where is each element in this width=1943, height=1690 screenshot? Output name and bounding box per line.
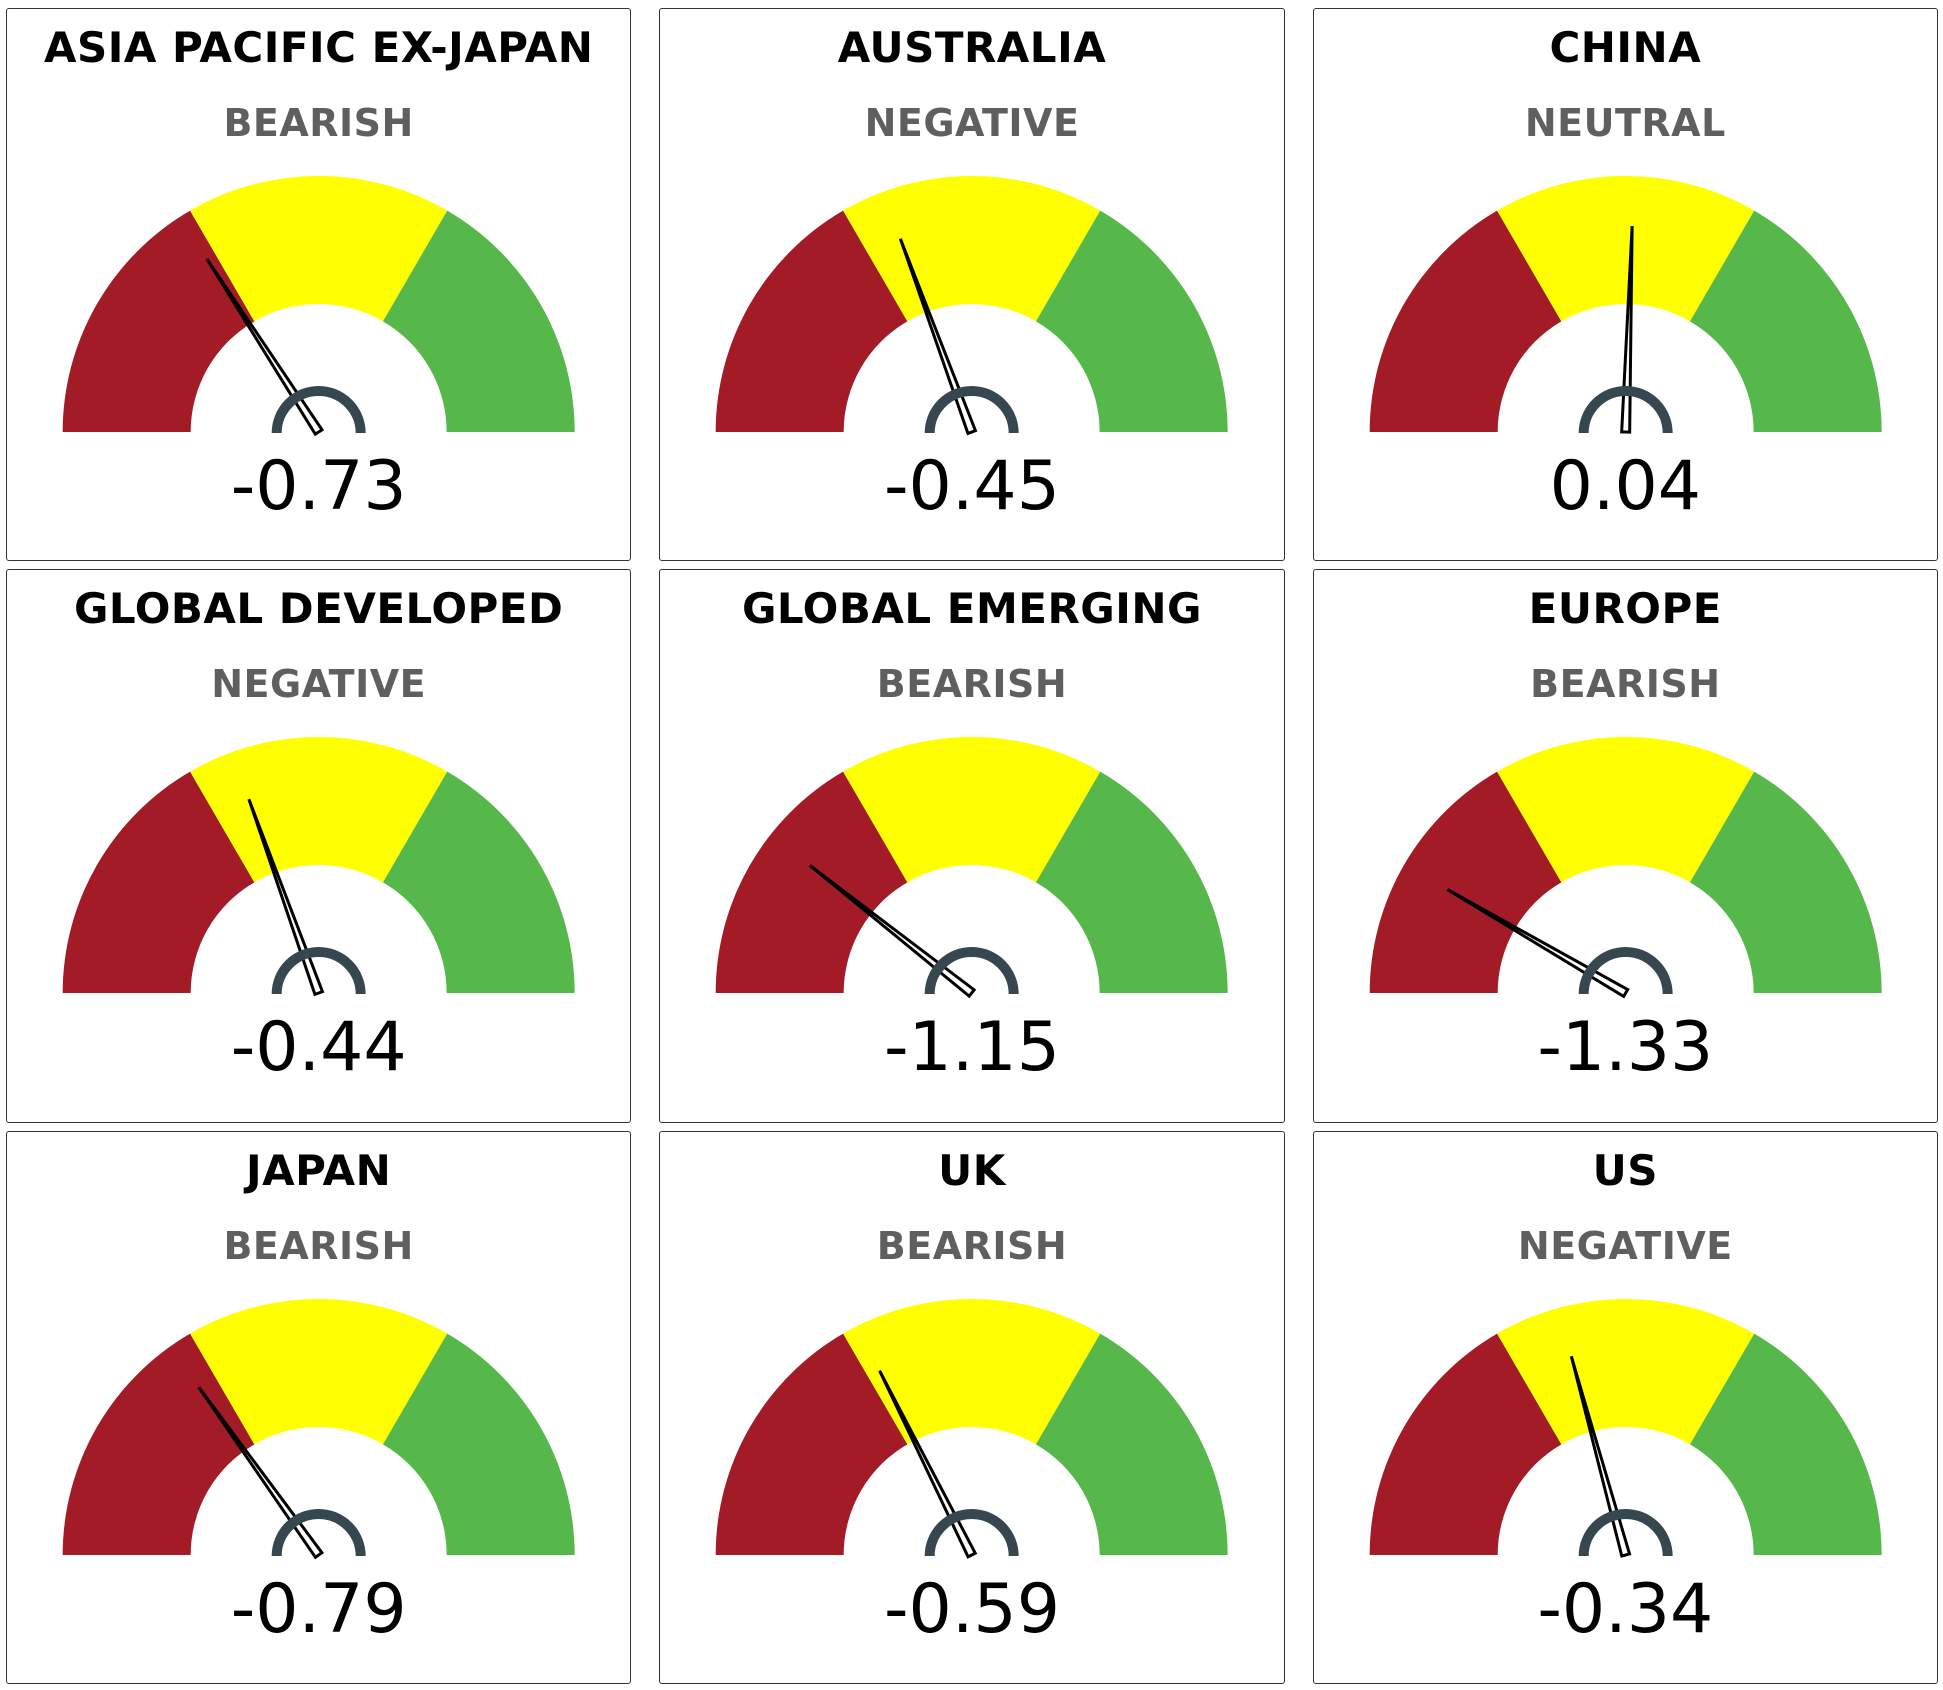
gauge-title: EUROPE [1528,584,1722,634]
gauge-hub [1578,386,1673,434]
gauge-value: -0.44 [230,1008,407,1088]
gauge-zone-bullish [1689,1333,1882,1555]
gauge-dial [62,176,575,437]
gauge-hub [1578,1508,1673,1556]
gauge-zone-bullish [1689,771,1882,994]
gauge-needle [809,864,977,999]
gauge-needle [1446,888,1630,999]
gauge-zone-neutral [190,1298,448,1444]
gauge-zone-neutral [843,176,1101,322]
gauge-needle [899,238,978,436]
gauge-hub [271,947,366,995]
gauge-zone-neutral [190,176,448,322]
gauge-status: NEGATIVE [1517,1223,1733,1268]
gauge-title: JAPAN [246,1145,392,1195]
gauge-needle [1619,226,1634,434]
gauge-hub [924,386,1019,434]
gauge-dial [715,176,1228,436]
gauge-value: -1.33 [1537,1008,1714,1088]
gauge-hub [271,386,366,434]
gauge-panel-china: CHINA NEUTRAL 0.04 [1312,8,1938,562]
gauge-title: GLOBAL EMERGING [741,584,1203,634]
gauge-dial [715,1298,1228,1559]
gauge-status: NEUTRAL [1524,101,1726,145]
gauge-value: -0.59 [884,1569,1060,1649]
gauge-title: GLOBAL DEVELOPED [73,584,564,634]
gauge-zone-bullish [382,210,575,432]
gauge-title: US [1592,1145,1658,1195]
gauge-zone-bullish [1036,210,1228,432]
gauge-hub [924,1508,1019,1556]
gauge-zone-neutral [190,737,448,883]
gauge-dial [1369,737,1882,999]
gauge-needle [197,1386,325,1560]
gauge-value: -0.73 [230,447,407,526]
gauge-dial [62,1298,575,1560]
gauge-panel-global-emerging: GLOBAL EMERGING BEARISH -1.15 [659,569,1285,1123]
gauge-panel-europe: EUROPE BEARISH -1.33 [1312,569,1938,1123]
gauge-dial [1369,176,1882,434]
gauge-dial [715,737,1228,999]
gauge-status: BEARISH [223,101,414,145]
gauge-zone-bearish [1369,771,1562,994]
gauge-status: BEARISH [223,1223,414,1268]
gauge-status: NEGATIVE [211,662,427,707]
gauge-status: BEARISH [1530,662,1721,707]
gauge-hub [924,947,1019,995]
gauge-zone-bullish [1689,210,1882,432]
gauge-needle [1569,1355,1632,1558]
gauge-zone-neutral [843,737,1101,883]
gauge-panel-japan: JAPAN BEARISH -0.79 [6,1130,632,1684]
gauge-panel-us: US NEGATIVE -0.34 [1312,1130,1938,1684]
gauge-zone-bearish [62,1333,255,1555]
gauge-needle [878,1369,978,1559]
gauge-value: -0.79 [230,1569,407,1649]
gauge-value: -0.45 [884,447,1060,526]
gauge-status: BEARISH [876,1223,1068,1268]
gauge-dial [1369,1298,1882,1558]
gauge-title: ASIA PACIFIC EX-JAPAN [43,23,594,72]
gauge-zone-bearish [715,210,908,432]
gauge-zone-bearish [1369,210,1562,432]
gauge-value: -1.15 [884,1008,1060,1088]
gauge-panel-global-developed: GLOBAL DEVELOPED NEGATIVE -0.44 [6,569,632,1123]
gauge-zone-bullish [1036,1333,1228,1555]
gauge-dial [62,737,575,997]
gauge-zone-bullish [382,771,575,994]
gauge-zone-neutral [843,1298,1101,1444]
gauge-value: -0.34 [1537,1569,1714,1649]
gauge-status: BEARISH [876,662,1068,707]
gauge-zone-neutral [1496,176,1754,322]
gauge-title: UK [938,1145,1006,1195]
gauge-panel-australia: AUSTRALIA NEGATIVE -0.45 [659,8,1285,562]
gauge-value: 0.04 [1549,447,1702,526]
gauge-title: AUSTRALIA [837,23,1107,72]
gauge-needle [205,258,325,437]
gauge-panel-asia-pacific-ex-japan: ASIA PACIFIC EX-JAPAN BEARISH -0.73 [6,8,632,562]
gauge-zone-bullish [382,1333,575,1555]
gauge-zone-bearish [715,771,908,994]
gauge-title: CHINA [1549,23,1702,72]
gauge-hub [1578,947,1673,995]
gauge-zone-bearish [1369,1333,1562,1555]
gauge-status: NEGATIVE [864,101,1080,145]
gauge-zone-neutral [1496,1298,1754,1444]
gauge-zone-bullish [1036,771,1228,994]
gauge-grid: ASIA PACIFIC EX-JAPAN BEARISH -0.73 AUST… [6,8,1938,1684]
gauge-zone-neutral [1496,737,1754,883]
gauge-zone-bearish [62,771,255,994]
gauge-hub [271,1508,366,1556]
gauge-needle [247,798,325,997]
gauge-zone-bearish [62,210,255,432]
gauge-zone-bearish [715,1333,908,1555]
gauge-panel-uk: UK BEARISH -0.59 [659,1130,1285,1684]
